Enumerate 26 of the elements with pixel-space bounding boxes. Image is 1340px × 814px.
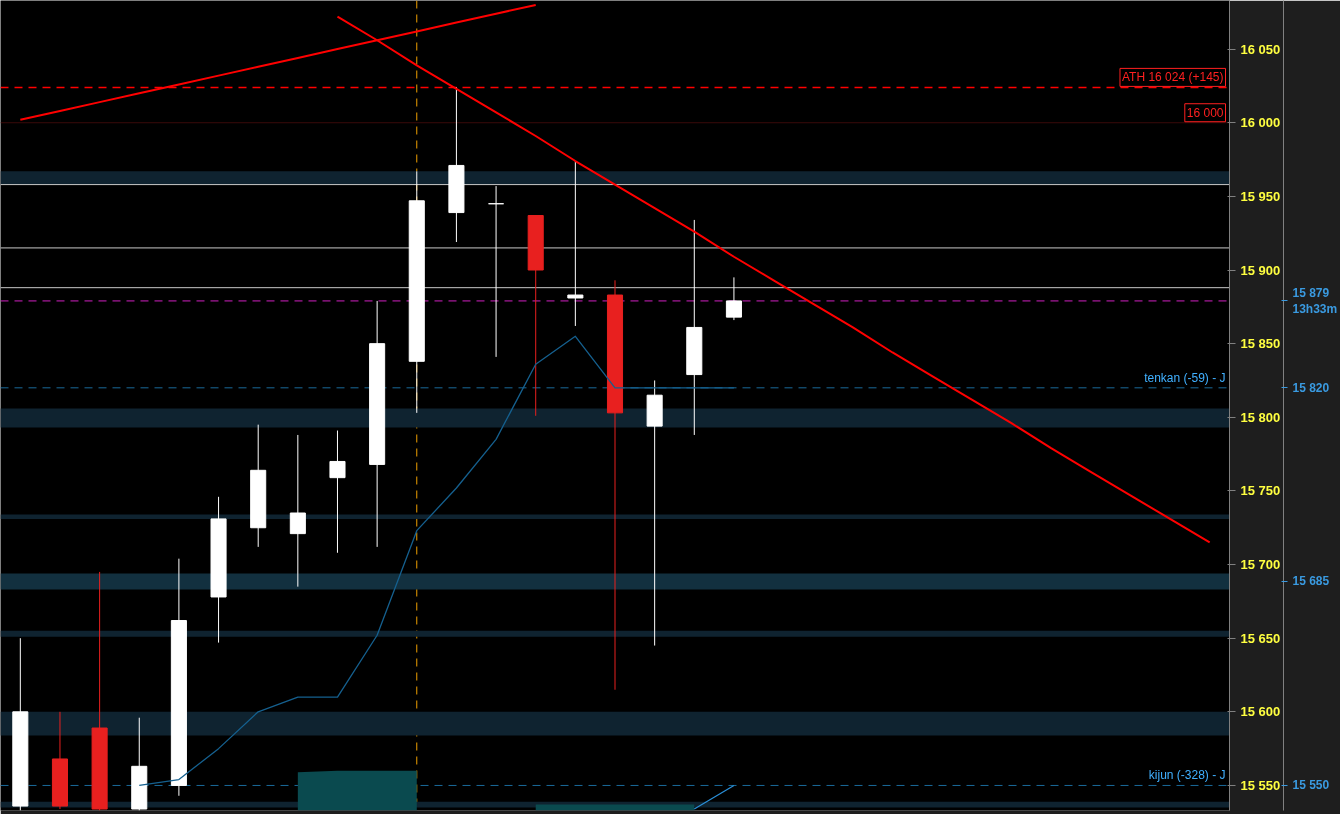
y-tick-label: 15 700 <box>1240 557 1281 573</box>
y-tick-label: 15 600 <box>1240 704 1281 720</box>
y-tick-label: 15 550 <box>1240 777 1281 793</box>
text: 15 820 <box>1292 380 1330 395</box>
ref-line-label: kijun (-328) - J <box>1148 768 1226 783</box>
candlestick <box>725 276 742 321</box>
y-tick-label: 15 950 <box>1240 188 1281 204</box>
ref-line-label: 16 000 <box>1186 105 1224 120</box>
ref-line-label: ATH 16 024 (+145) <box>1122 70 1224 85</box>
y-tick-label: 15 650 <box>1240 630 1281 646</box>
y-tick-label: 16 050 <box>1240 41 1281 57</box>
candlestick <box>567 160 584 327</box>
y-tick-label: 15 900 <box>1240 262 1281 278</box>
candlestick <box>289 434 306 588</box>
candlestick <box>329 430 346 554</box>
y-tick-label: 15 800 <box>1240 409 1281 425</box>
y-tick-label: 16 000 <box>1240 115 1281 131</box>
text: 15 550 <box>1292 778 1330 793</box>
y-tick-label: 15 850 <box>1240 336 1281 352</box>
text: 13h33m <box>1292 302 1338 317</box>
y-tick-label: 15 750 <box>1240 483 1281 499</box>
candlestick <box>488 185 505 358</box>
text: 15 879 <box>1292 285 1330 300</box>
ref-line-label: tenkan (-59) - J <box>1144 370 1226 385</box>
text: 15 685 <box>1292 574 1330 589</box>
candlestick <box>646 379 663 647</box>
